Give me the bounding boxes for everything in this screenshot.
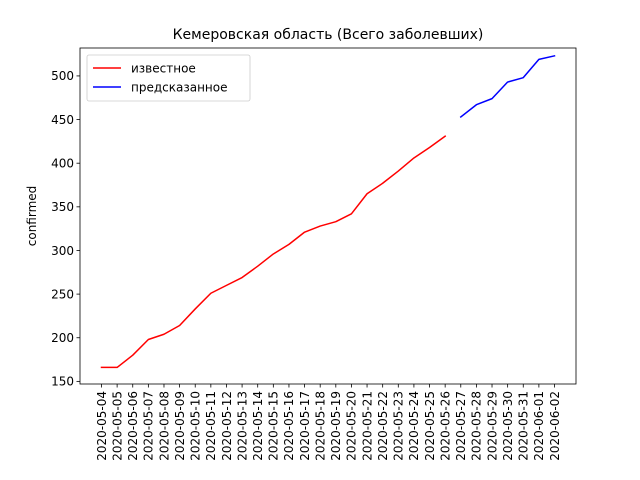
x-tick-label: 2020-05-09 xyxy=(173,391,187,461)
y-tick-label: 150 xyxy=(51,375,74,389)
x-tick-label: 2020-05-17 xyxy=(298,391,312,461)
y-tick-label: 200 xyxy=(51,331,74,345)
x-tick-label: 2020-05-20 xyxy=(345,391,359,461)
legend-box xyxy=(86,54,251,102)
x-tick-label: 2020-05-31 xyxy=(517,391,531,461)
y-tick-label: 300 xyxy=(51,244,74,258)
x-tick-label: 2020-05-19 xyxy=(329,391,343,461)
y-axis-label: confirmed xyxy=(25,186,39,247)
legend-entry-0: известное xyxy=(131,61,196,75)
x-tick-label: 2020-05-12 xyxy=(220,391,234,461)
x-tick-label: 2020-05-11 xyxy=(204,391,218,461)
x-tick-label: 2020-05-06 xyxy=(126,391,140,461)
x-tick-label: 2020-05-29 xyxy=(485,391,499,461)
series-line-1 xyxy=(459,54,556,119)
x-tick-label: 2020-05-27 xyxy=(454,391,468,461)
x-tick-label: 2020-05-08 xyxy=(157,391,171,461)
x-tick-label: 2020-05-07 xyxy=(142,391,156,461)
y-tick-label: 450 xyxy=(51,113,74,127)
x-tick-label: 2020-05-05 xyxy=(110,391,124,461)
y-tick-label: 400 xyxy=(51,157,74,171)
x-tick-label: 2020-05-25 xyxy=(423,391,437,461)
x-tick-label: 2020-05-04 xyxy=(95,391,109,461)
x-tick-label: 2020-05-13 xyxy=(235,391,249,461)
x-tick-label: 2020-05-22 xyxy=(376,391,390,461)
series-line-0 xyxy=(100,135,447,369)
x-tick-label: 2020-05-14 xyxy=(251,391,265,461)
x-tick-label: 2020-05-15 xyxy=(267,391,281,461)
x-tick-label: 2020-05-26 xyxy=(438,391,452,461)
x-tick-label: 2020-05-10 xyxy=(189,391,203,461)
y-tick-label: 500 xyxy=(51,69,74,83)
x-tick-label: 2020-06-02 xyxy=(548,391,562,461)
x-tick-label: 2020-05-28 xyxy=(470,391,484,461)
y-tick-label: 250 xyxy=(51,287,74,301)
x-tick-label: 2020-05-21 xyxy=(360,391,374,461)
x-tick-label: 2020-06-01 xyxy=(532,391,546,461)
axes-frame xyxy=(79,47,577,385)
x-tick-label: 2020-05-18 xyxy=(313,391,327,461)
y-tick-label: 350 xyxy=(51,200,74,214)
legend: известное предсказанное xyxy=(86,54,251,102)
x-tick-label: 2020-05-16 xyxy=(282,391,296,461)
x-tick-label: 2020-05-24 xyxy=(407,391,421,461)
legend-entry-1: предсказанное xyxy=(131,80,228,94)
chart-title: Кемеровская область (Всего заболевших) xyxy=(173,27,484,43)
x-tick-label: 2020-05-30 xyxy=(501,391,515,461)
x-tick-label: 2020-05-23 xyxy=(392,391,406,461)
